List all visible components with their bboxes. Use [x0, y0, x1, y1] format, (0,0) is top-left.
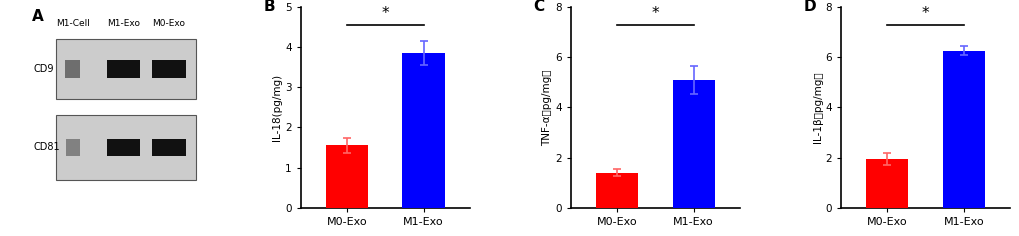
Bar: [403, 53, 444, 208]
Text: CD9: CD9: [34, 64, 54, 74]
Text: B: B: [263, 0, 275, 14]
Bar: [672, 80, 714, 208]
Text: D: D: [803, 0, 815, 14]
Text: M0-Exo: M0-Exo: [153, 19, 185, 28]
Bar: [56, 39, 196, 99]
Bar: [325, 145, 368, 208]
Text: *: *: [921, 6, 928, 21]
Bar: [152, 139, 185, 156]
Y-axis label: IL-18(pg/mg): IL-18(pg/mg): [272, 74, 282, 141]
Text: CD81: CD81: [34, 143, 60, 152]
Y-axis label: TNF-α（pg/mg）: TNF-α（pg/mg）: [542, 69, 552, 146]
Text: *: *: [651, 6, 658, 21]
Bar: [595, 173, 637, 208]
Text: M1-Exo: M1-Exo: [107, 19, 140, 28]
Bar: [942, 51, 984, 208]
Bar: [65, 60, 81, 78]
Text: *: *: [381, 6, 388, 21]
Bar: [152, 60, 185, 78]
Bar: [66, 139, 79, 156]
Bar: [106, 60, 141, 78]
Text: C: C: [533, 0, 544, 14]
Text: M1-Cell: M1-Cell: [56, 19, 90, 28]
Bar: [56, 115, 196, 180]
Bar: [865, 159, 907, 208]
Text: A: A: [33, 9, 44, 24]
Y-axis label: IL-1β（pg/mg）: IL-1β（pg/mg）: [812, 72, 821, 143]
Bar: [106, 139, 141, 156]
